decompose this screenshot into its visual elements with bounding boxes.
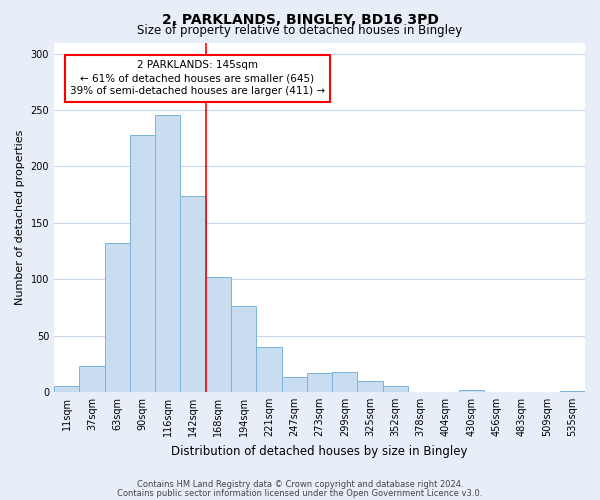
Bar	[206, 277, 231, 392]
Bar	[383, 386, 408, 392]
Y-axis label: Number of detached properties: Number of detached properties	[15, 130, 25, 305]
Bar	[307, 373, 332, 392]
X-axis label: Distribution of detached houses by size in Bingley: Distribution of detached houses by size …	[171, 444, 468, 458]
Bar	[358, 380, 383, 392]
Text: Contains public sector information licensed under the Open Government Licence v3: Contains public sector information licen…	[118, 488, 482, 498]
Text: Size of property relative to detached houses in Bingley: Size of property relative to detached ho…	[137, 24, 463, 37]
Text: 2, PARKLANDS, BINGLEY, BD16 3PD: 2, PARKLANDS, BINGLEY, BD16 3PD	[161, 12, 439, 26]
Bar	[458, 390, 484, 392]
Bar	[104, 243, 130, 392]
Bar	[560, 391, 585, 392]
Bar	[54, 386, 79, 392]
Bar	[130, 135, 155, 392]
Bar	[332, 372, 358, 392]
Bar	[181, 196, 206, 392]
Bar	[256, 347, 281, 392]
Text: Contains HM Land Registry data © Crown copyright and database right 2024.: Contains HM Land Registry data © Crown c…	[137, 480, 463, 489]
Text: 2 PARKLANDS: 145sqm
← 61% of detached houses are smaller (645)
39% of semi-detac: 2 PARKLANDS: 145sqm ← 61% of detached ho…	[70, 60, 325, 96]
Bar	[281, 378, 307, 392]
Bar	[155, 114, 181, 392]
Bar	[79, 366, 104, 392]
Bar	[231, 306, 256, 392]
